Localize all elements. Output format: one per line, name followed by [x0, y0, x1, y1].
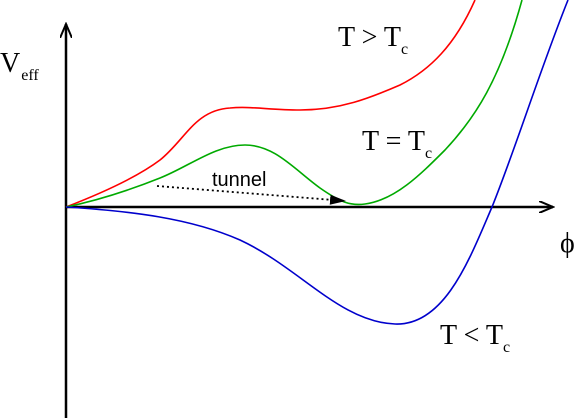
tunnel-arrow [156, 185, 347, 205]
y-axis-label-main: V [0, 48, 21, 79]
tunnel-label: tunnel [212, 169, 267, 191]
label-below-critical: T < Tc [440, 320, 510, 356]
label-at-critical-sub: c [425, 145, 433, 162]
label-above-critical-main: T > T [338, 22, 401, 53]
curve-above-critical [65, 0, 476, 208]
label-above-critical: T > Tc [338, 22, 408, 58]
label-at-critical: T = Tc [362, 126, 432, 162]
label-below-critical-main: T < T [440, 320, 503, 351]
x-axis-label: ϕ [560, 228, 575, 259]
y-axis-label: Veff [0, 48, 39, 84]
label-at-critical-main: T = T [362, 126, 425, 157]
y-axis-label-sub: eff [21, 67, 39, 84]
label-below-critical-sub: c [503, 339, 511, 356]
label-above-critical-sub: c [401, 41, 409, 58]
curve-below-critical [65, 0, 569, 325]
curve-at-critical [65, 0, 523, 208]
